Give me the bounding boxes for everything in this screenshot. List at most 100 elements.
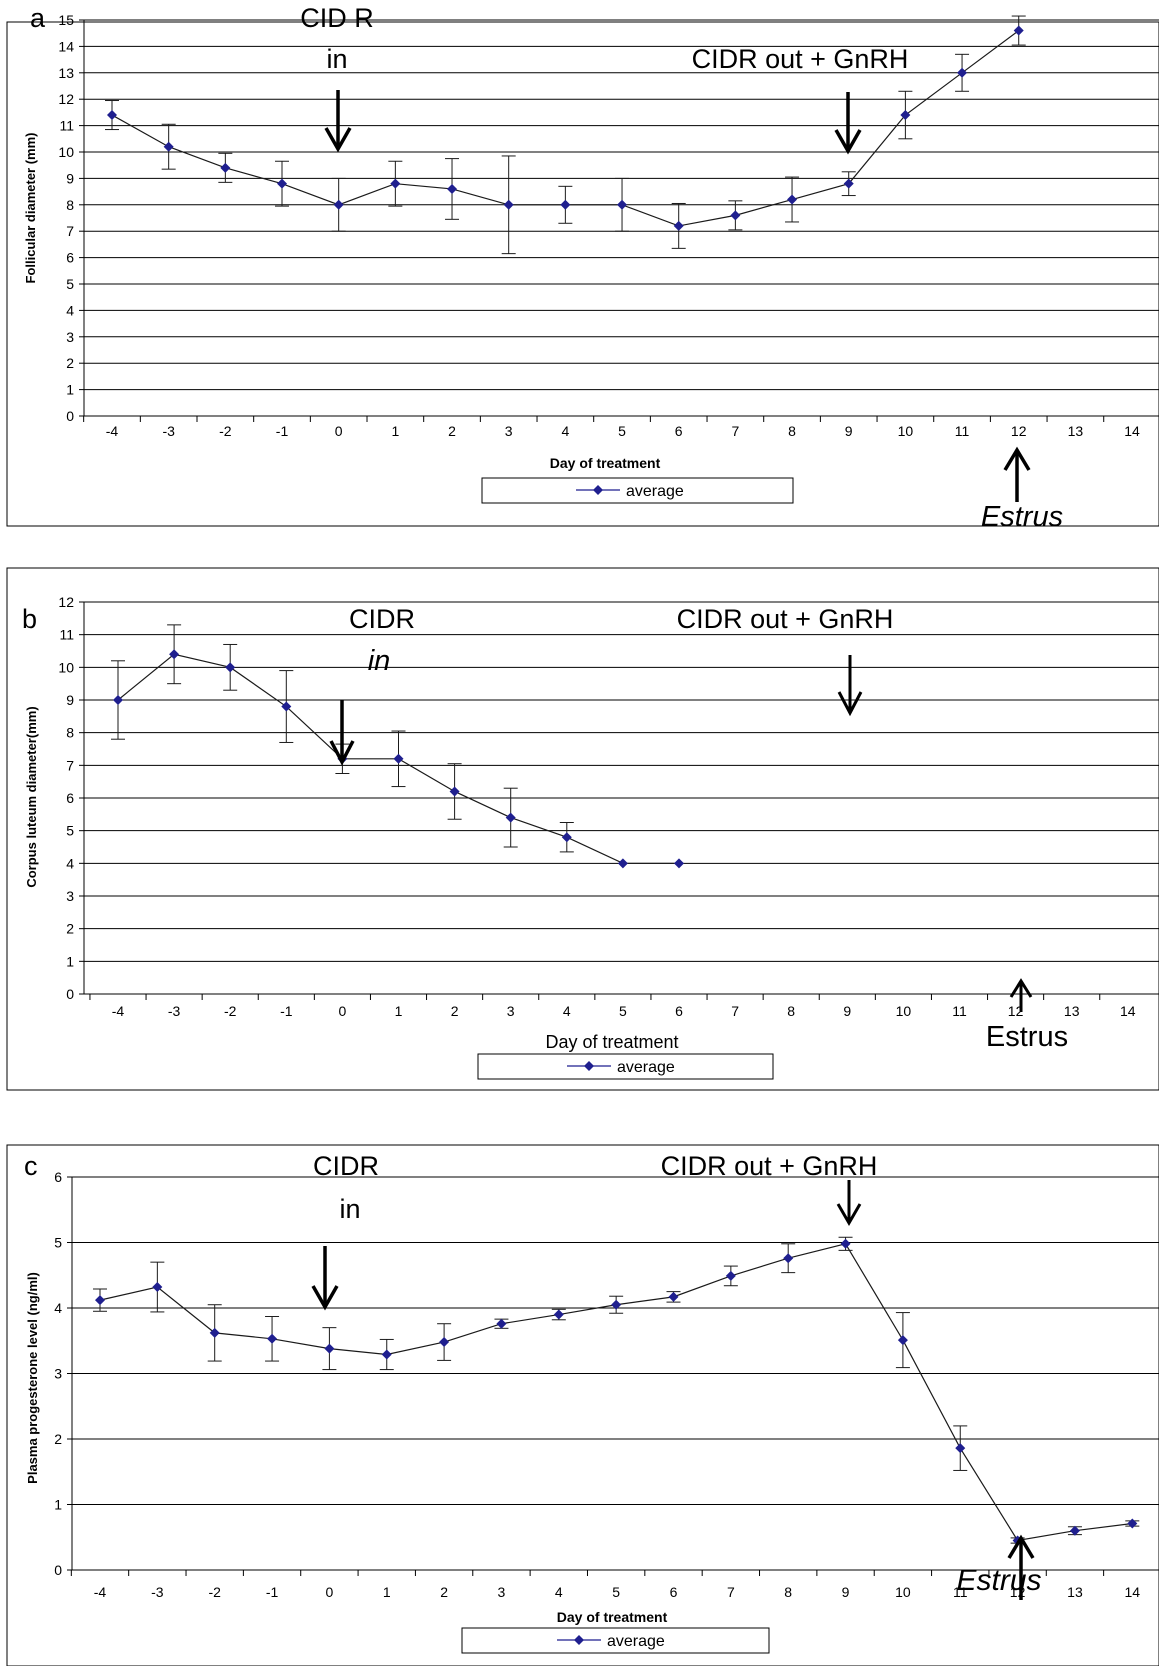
panel-c-data-point bbox=[496, 1318, 507, 1329]
panel-c-gridlines bbox=[67, 1176, 1159, 1576]
panel-c-data-point bbox=[381, 1349, 392, 1360]
panel-a-x-axis-title: Day of treatment bbox=[550, 455, 661, 471]
panel-a-x-tick-label: 14 bbox=[1124, 423, 1140, 439]
panel-b-x-tick-label: 7 bbox=[731, 1003, 739, 1019]
panel-b-y-tick-label: 1 bbox=[66, 953, 74, 969]
panel-c-data-point bbox=[152, 1282, 163, 1293]
panel-c-x-tick-label: 5 bbox=[612, 1584, 620, 1600]
panel-a-x-tick-label: 1 bbox=[391, 423, 399, 439]
panel-c-data-point bbox=[1127, 1518, 1138, 1529]
panel-b-y-tick-label: 3 bbox=[66, 888, 74, 904]
panel-a-data-point bbox=[333, 199, 344, 210]
panel-b-x-tick-label: 3 bbox=[507, 1003, 515, 1019]
panel-a-x-tick-label: 9 bbox=[845, 423, 853, 439]
panel-b-arrow-estrus bbox=[1009, 978, 1033, 1012]
panel-b-data-point bbox=[281, 701, 292, 712]
panel-a-x-tick-label: 0 bbox=[335, 423, 343, 439]
panel-b-x-tick-label: 0 bbox=[339, 1003, 347, 1019]
panel-a-x-tick-label: 2 bbox=[448, 423, 456, 439]
panel-c-annotation-cidr-out-gnrh: CIDR out + GnRH bbox=[661, 1151, 878, 1181]
panel-a-x-tick-label: 8 bbox=[788, 423, 796, 439]
panel-a-annotation-cidr-out-gnrh: CIDR out + GnRH bbox=[692, 44, 909, 74]
panel-b-x-tick-label: -1 bbox=[280, 1003, 293, 1019]
panel-c-x-tick-label: 2 bbox=[440, 1584, 448, 1600]
panel-b-data-point bbox=[449, 786, 460, 797]
panel-c-y-tick-labels: 0 1 2 3 4 5 6 bbox=[54, 1169, 62, 1578]
panel-c-data-point bbox=[209, 1327, 220, 1338]
panel-c-x-tick-label: 11 bbox=[953, 1584, 968, 1600]
panel-b-series bbox=[111, 624, 684, 869]
panel-b-legend-box bbox=[477, 1053, 774, 1080]
panel-a-x-tick-label: -2 bbox=[219, 423, 232, 439]
panel-c-x-tick-label: 1 bbox=[383, 1584, 391, 1600]
panel-a-gridlines bbox=[79, 19, 1159, 422]
panel-c-data-point bbox=[668, 1291, 679, 1302]
panel-c-y-tick-label: 4 bbox=[54, 1300, 62, 1316]
panel-a-data-point bbox=[503, 199, 514, 210]
panel-a-x-tick-label: 3 bbox=[505, 423, 513, 439]
panel-a-y-axis-title: Follicular diameter (mm) bbox=[23, 133, 38, 284]
panel-a-data-point bbox=[107, 110, 117, 121]
panel-c-data-point bbox=[324, 1343, 335, 1354]
panel-c-legend-box bbox=[461, 1627, 770, 1654]
panel-b-x-tick-label: 4 bbox=[563, 1003, 571, 1019]
panel-c-x-tick-label: 3 bbox=[498, 1584, 506, 1600]
panel-b-arrow-cidr-in bbox=[329, 700, 355, 766]
panel-c-x-tick-label: 10 bbox=[895, 1584, 911, 1600]
panel-c-annotation-in: in bbox=[339, 1194, 360, 1224]
panel-b-y-tick-label: 12 bbox=[58, 594, 74, 610]
panel-a-y-tick-label: 3 bbox=[66, 329, 74, 345]
panel-a-y-tick-label: 11 bbox=[59, 118, 74, 134]
panel-b-y-tick-label: 0 bbox=[66, 986, 74, 1002]
panel-a-data-point bbox=[843, 178, 854, 189]
panel-b-frame bbox=[6, 567, 1159, 1091]
panel-b-data-point bbox=[113, 695, 123, 705]
panel-c-x-tick-label: -4 bbox=[94, 1584, 107, 1600]
panel-a-legend-marker bbox=[593, 485, 603, 495]
panel-a-data-point bbox=[787, 194, 798, 205]
panel-c-data-point bbox=[553, 1309, 564, 1320]
panel-b-data-point bbox=[617, 858, 628, 869]
panel-c-x-tick-label: -2 bbox=[208, 1584, 221, 1600]
panel-a-data-point bbox=[673, 220, 684, 231]
panel-a-data-point bbox=[1013, 25, 1024, 36]
panel-a-x-tick-labels: -4 -3 -2 -1 0 1 2 3 4 5 6 7 8 9 10 11 12 13 14 bbox=[106, 423, 1140, 439]
panel-b-arrow-cidr-out bbox=[837, 655, 863, 717]
panel-a-y-tick-label: 7 bbox=[66, 223, 74, 239]
panel-c-data-point bbox=[897, 1335, 908, 1346]
panel-c-y-tick-label: 0 bbox=[54, 1562, 62, 1578]
panel-a-x-tick-label: 12 bbox=[1011, 423, 1027, 439]
panel-c-x-tick-labels: -4 -3 -2 -1 0 1 2 3 4 5 6 7 8 9 10 11 12 13 14 bbox=[94, 1584, 1141, 1600]
panel-a-y-tick-label: 2 bbox=[66, 355, 74, 371]
panel-a-y-tick-label: 12 bbox=[58, 91, 74, 107]
panel-c-y-tick-label: 3 bbox=[54, 1366, 62, 1382]
panel-a-data-point bbox=[220, 162, 231, 173]
panel-c-x-tick-label: 6 bbox=[670, 1584, 678, 1600]
panel-c-x-tick-label: 7 bbox=[727, 1584, 735, 1600]
panel-a-data-point bbox=[560, 199, 571, 210]
panel-b-y-tick-label: 5 bbox=[66, 823, 74, 839]
panel-b-annotation-in: in bbox=[368, 645, 391, 677]
panel-a-y-tick-label: 6 bbox=[66, 250, 74, 266]
panel-c-y-tick-label: 5 bbox=[54, 1235, 62, 1251]
panel-a-data-point bbox=[730, 210, 741, 221]
panel-c-annotation-estrus: Estrus bbox=[956, 1564, 1041, 1597]
panel-c-x-tick-label: -1 bbox=[266, 1584, 279, 1600]
panel-c-data-point bbox=[955, 1443, 966, 1454]
panel-c-annotation-cidr: CIDR bbox=[313, 1151, 379, 1181]
panel-b-x-tick-label: 9 bbox=[843, 1003, 851, 1019]
panel-b-x-axis-title: Day of treatment bbox=[545, 1032, 678, 1052]
panel-a-legend-box bbox=[481, 477, 794, 504]
panel-b-legend-marker bbox=[584, 1061, 594, 1071]
panel-a-x-tick-label: -4 bbox=[106, 423, 119, 439]
panel-c-x-tick-label: 9 bbox=[842, 1584, 850, 1600]
panel-a-y-tick-label: 14 bbox=[58, 38, 74, 54]
panel-b-x-tick-label: 8 bbox=[787, 1003, 795, 1019]
panel-c-x-axis-title: Day of treatment bbox=[557, 1609, 668, 1625]
panel-b-data-point bbox=[393, 753, 404, 764]
panel-a-annotation-in: in bbox=[326, 44, 347, 74]
panel-c-y-axis-title: Plasma progesterone level (ng/ml) bbox=[25, 1272, 40, 1484]
